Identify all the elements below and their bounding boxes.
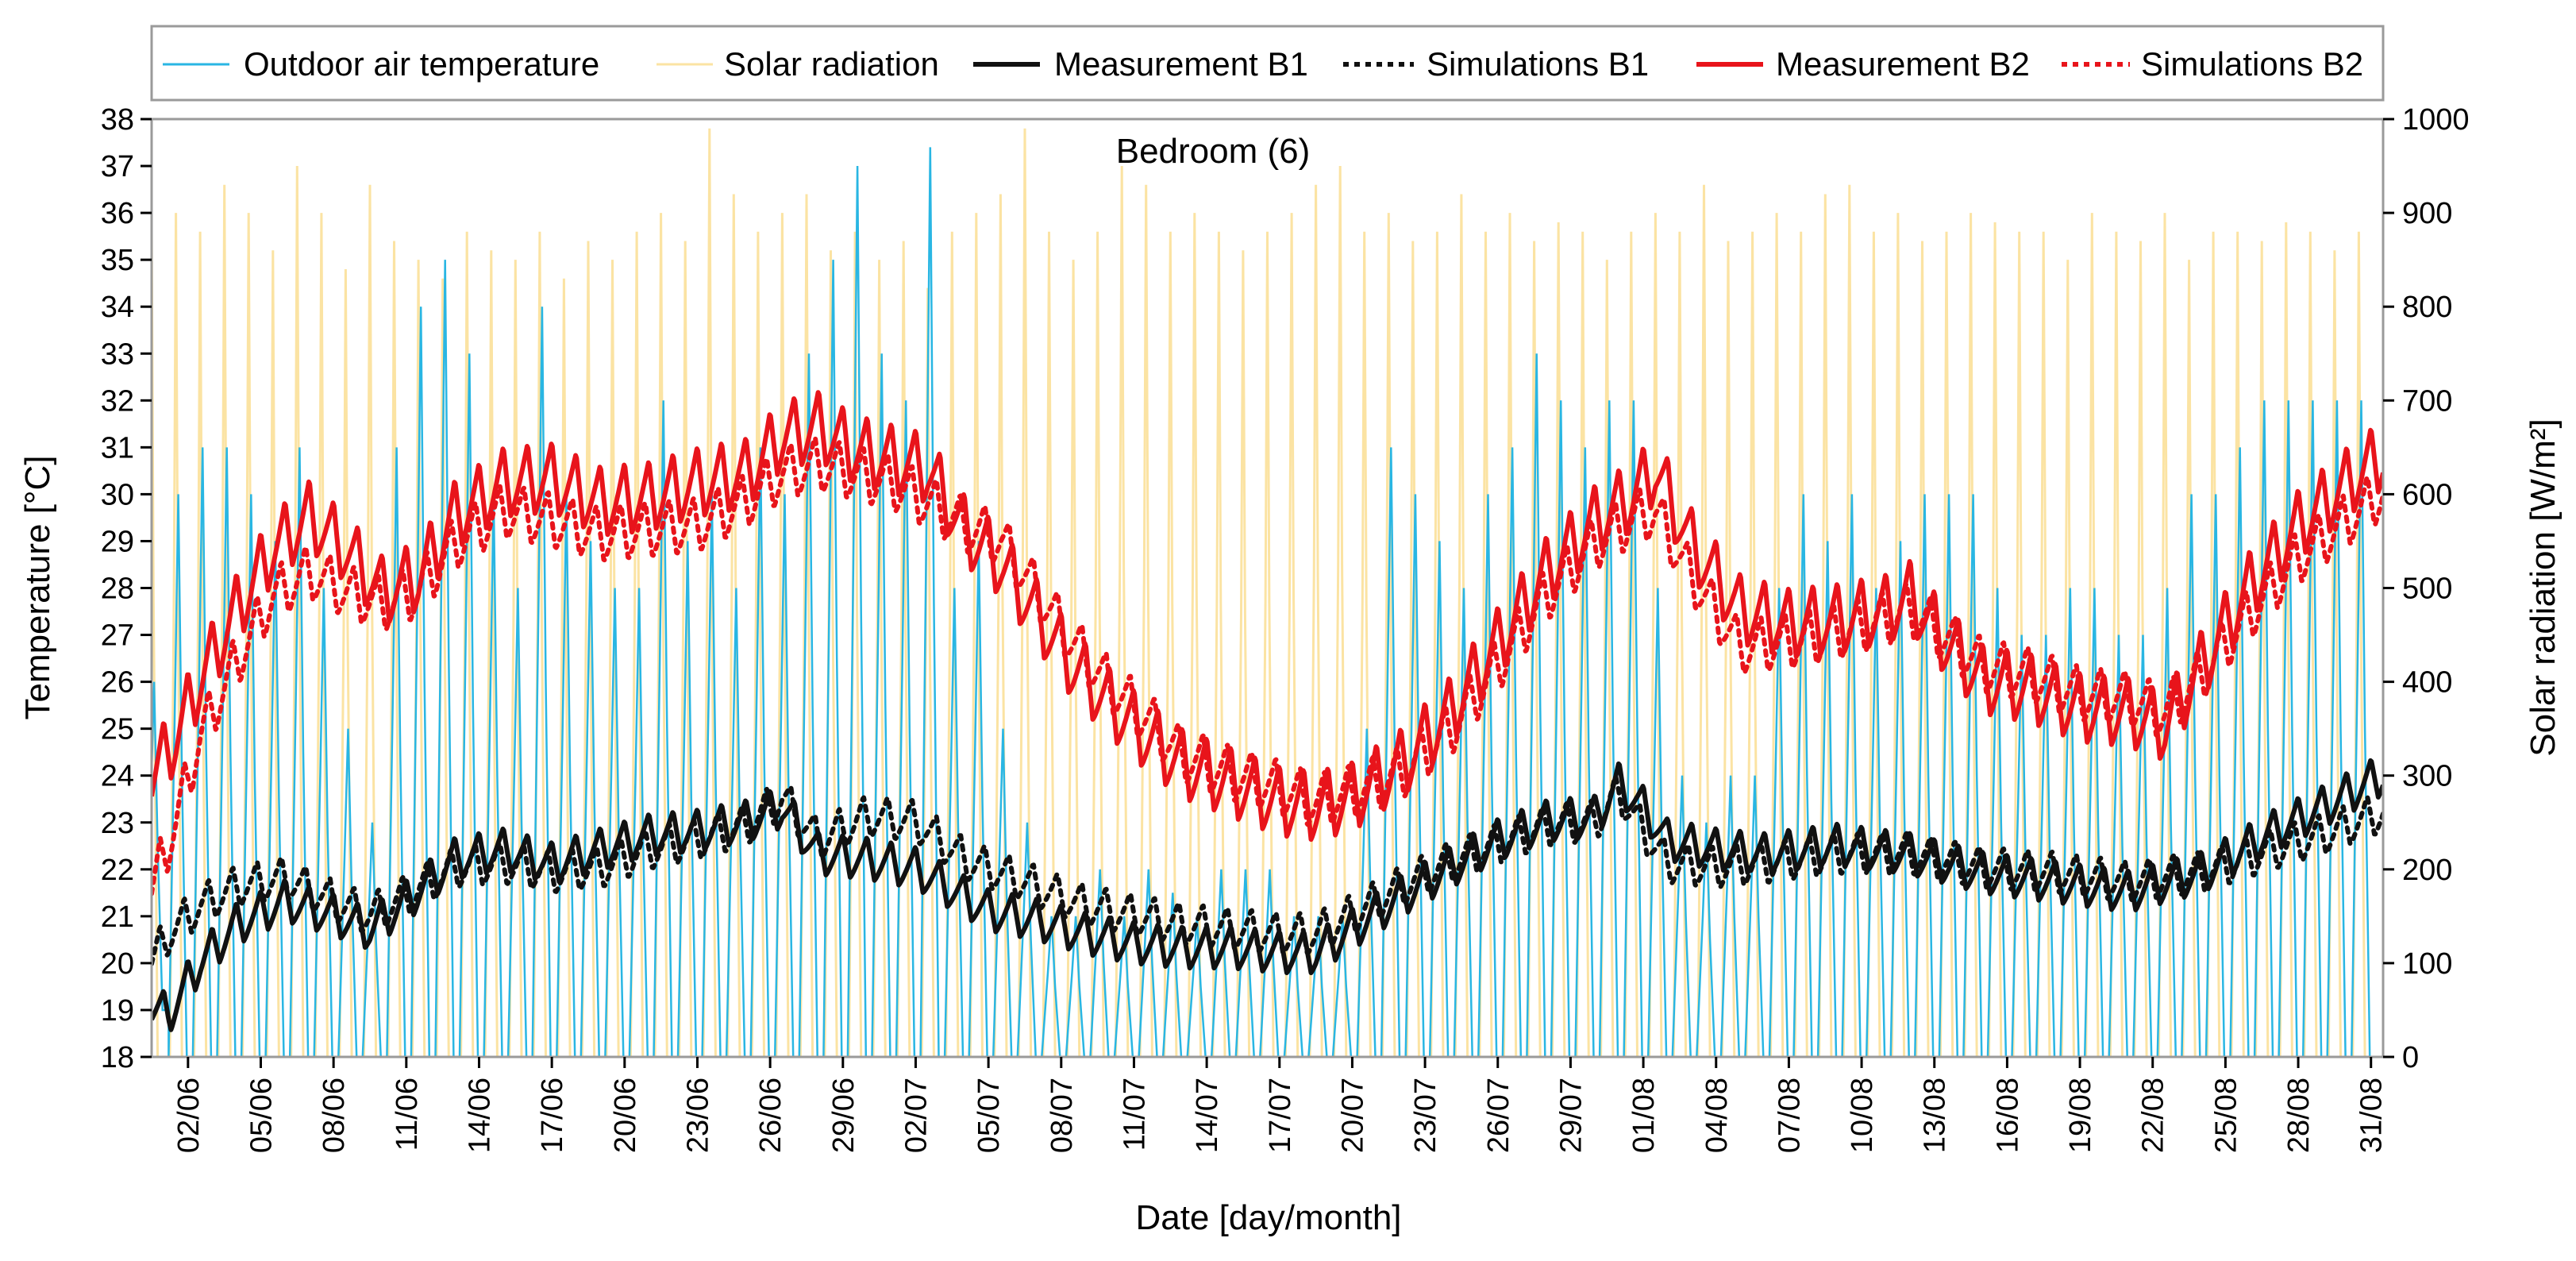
legend-item-outdoor-air-temperature: Outdoor air temperature [163, 45, 599, 83]
left-tick-label: 23 [101, 807, 134, 840]
x-tick-label: 11/07 [1119, 1078, 1152, 1151]
chart-title: Bedroom (6) [1116, 132, 1311, 171]
x-tick-label: 23/07 [1409, 1078, 1442, 1153]
x-tick-label: 16/08 [1991, 1078, 2024, 1153]
legend-item-measurement-b2: Measurement B2 [1696, 45, 2030, 83]
legend-label-simulations-b1: Simulations B1 [1427, 45, 1649, 83]
legend-frame [150, 25, 2385, 102]
x-tick-label: 29/06 [827, 1078, 861, 1153]
x-tick-label: 26/06 [754, 1078, 787, 1153]
left-tick-label: 25 [101, 713, 134, 746]
left-tick-label: 31 [101, 431, 134, 465]
legend-item-solar-radiation: Solar radiation [657, 45, 939, 83]
right-tick-label: 700 [2402, 384, 2452, 418]
solar-radiation-line [152, 128, 2378, 1057]
left-tick-label: 21 [101, 900, 134, 934]
left-tick-label: 18 [101, 1041, 134, 1074]
legend-label-solar-radiation: Solar radiation [724, 45, 939, 83]
left-tick-label: 27 [101, 619, 134, 653]
x-tick-label: 29/07 [1554, 1078, 1588, 1153]
left-tick-label: 36 [101, 197, 134, 230]
y-axis-title: Temperature [°C] [18, 455, 57, 719]
left-axis: 18 19 20 21 22 23 24 25 26 27 28 29 30 31 32 33 34 35 36 37… [101, 103, 152, 1074]
left-tick-label: 28 [101, 573, 134, 606]
series-solar-radiation [152, 128, 2378, 1057]
x-tick-label: 28/08 [2282, 1078, 2316, 1153]
right-axis: 0 100 200 300 400 500 600 700 800 900 1000 [2383, 103, 2470, 1074]
x-tick-label: 02/06 [172, 1078, 206, 1153]
right-tick-label: 1000 [2402, 103, 2470, 137]
left-tick-label: 32 [101, 384, 134, 418]
measurement-b1-line [152, 758, 2383, 1032]
left-tick-label: 34 [101, 291, 134, 324]
x-tick-label: 05/06 [245, 1078, 279, 1153]
legend-label-outdoor-air-temperature: Outdoor air temperature [244, 45, 599, 83]
x-tick-label: 17/06 [536, 1078, 569, 1153]
right-tick-label: 200 [2402, 854, 2452, 887]
right-tick-label: 900 [2402, 197, 2452, 230]
x-tick-label: 14/06 [464, 1078, 497, 1153]
right-tick-label: 400 [2402, 666, 2452, 700]
measurement-b2-line [152, 390, 2383, 843]
legend-label-measurement-b2: Measurement B2 [1776, 45, 2030, 83]
legend-label-measurement-b1: Measurement B1 [1054, 45, 1308, 83]
x-tick-label: 02/07 [900, 1078, 934, 1153]
right-tick-label: 600 [2402, 478, 2452, 511]
x-tick-label: 11/06 [391, 1078, 424, 1151]
left-tick-label: 22 [101, 854, 134, 887]
left-tick-label: 20 [101, 947, 134, 981]
x-tick-label: 08/07 [1045, 1078, 1079, 1153]
left-tick-label: 26 [101, 666, 134, 700]
left-tick-label: 19 [101, 994, 134, 1028]
plot-area [152, 128, 2383, 1057]
x-tick-label: 01/08 [1627, 1078, 1661, 1153]
left-tick-label: 24 [101, 760, 134, 793]
x-tick-label: 05/07 [972, 1078, 1006, 1153]
legend-item-simulations-b2: Simulations B2 [2062, 45, 2363, 83]
left-tick-label: 37 [101, 150, 134, 183]
legend-label-simulations-b2: Simulations B2 [2141, 45, 2363, 83]
right-tick-label: 500 [2402, 573, 2452, 606]
x-tick-label: 19/08 [2064, 1078, 2097, 1153]
x-axis: 02/06 05/06 08/06 11/06 14/06 17/06 20/06 23/06… [172, 1057, 2389, 1153]
right-tick-label: 800 [2402, 291, 2452, 324]
x-tick-label: 04/08 [1700, 1078, 1734, 1153]
x-tick-label: 10/08 [1846, 1078, 1879, 1153]
x-tick-label: 07/08 [1773, 1078, 1806, 1153]
x-tick-label: 22/08 [2137, 1078, 2170, 1153]
right-tick-label: 100 [2402, 947, 2452, 981]
right-tick-label: 300 [2402, 760, 2452, 793]
series-indoor-temperatures [152, 390, 2383, 1032]
right-tick-label: 0 [2402, 1041, 2419, 1074]
left-tick-label: 29 [101, 525, 134, 558]
legend-item-measurement-b1: Measurement B1 [973, 45, 1308, 83]
x-tick-label: 26/07 [1482, 1078, 1515, 1153]
x-tick-label: 20/06 [609, 1078, 642, 1153]
legend: Outdoor air temperature Solar radiation … [150, 25, 2385, 102]
legend-item-simulations-b1: Simulations B1 [1343, 45, 1649, 83]
x-tick-label: 14/07 [1191, 1078, 1224, 1153]
x-tick-label: 13/08 [1919, 1078, 1952, 1153]
x-tick-label: 17/07 [1264, 1078, 1297, 1153]
x-tick-label: 20/07 [1336, 1078, 1369, 1153]
x-tick-label: 31/08 [2355, 1078, 2389, 1153]
x-tick-label: 25/08 [2209, 1078, 2243, 1153]
y-axis-title-right: Solar radiation [W/m²] [2524, 418, 2563, 756]
left-tick-label: 33 [101, 337, 134, 371]
x-axis-title: Date [day/month] [1135, 1198, 1401, 1237]
left-tick-label: 30 [101, 478, 134, 511]
left-tick-label: 35 [101, 244, 134, 277]
left-tick-label: 38 [101, 103, 134, 137]
x-tick-label: 08/06 [318, 1078, 351, 1153]
x-tick-label: 23/06 [682, 1078, 715, 1153]
